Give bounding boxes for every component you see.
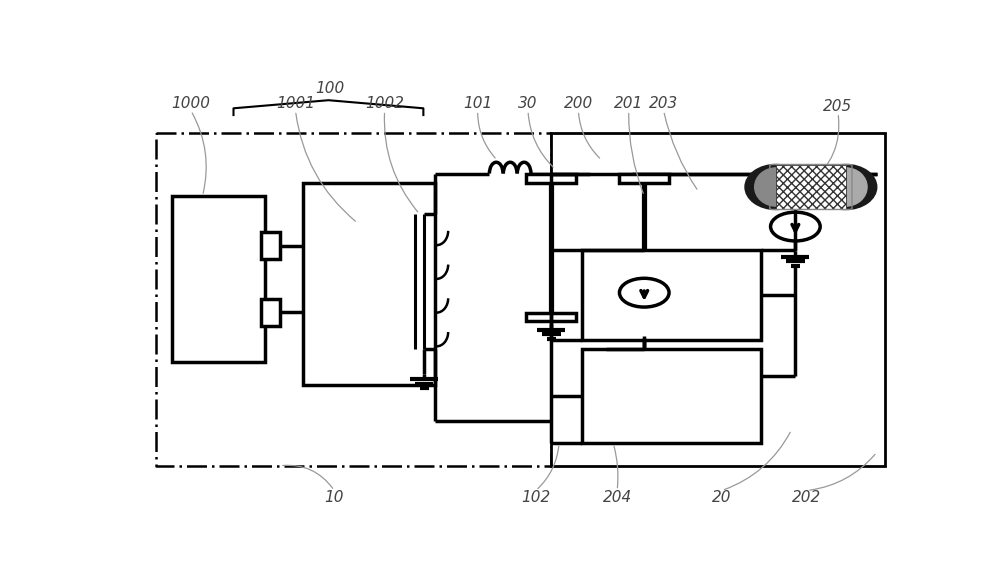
Text: 1001: 1001 [276,96,315,112]
Ellipse shape [755,168,797,206]
Text: 30: 30 [518,96,538,112]
Text: 100: 100 [316,81,345,96]
Text: 204: 204 [602,490,632,505]
Bar [619,263,669,272]
FancyBboxPatch shape [776,165,846,210]
Text: 102: 102 [521,490,550,505]
Bar [526,313,576,321]
Text: 200: 200 [564,96,593,112]
Bar [303,183,435,385]
Text: 205: 205 [823,99,853,113]
Bar [261,299,280,326]
Text: 10: 10 [324,490,344,505]
Text: 20: 20 [712,490,732,505]
Ellipse shape [745,165,807,210]
Text: 202: 202 [792,490,822,505]
Text: 1002: 1002 [365,96,404,112]
Bar [582,349,761,443]
Ellipse shape [824,168,867,206]
Bar [172,196,264,362]
Bar [582,250,761,340]
Bar [551,133,885,466]
Bar [776,165,846,210]
Bar [261,232,280,259]
Ellipse shape [815,165,877,210]
Text: 101: 101 [463,96,492,112]
Text: 203: 203 [649,96,678,112]
Text: 1000: 1000 [171,96,210,112]
Text: 201: 201 [614,96,643,112]
Bar [619,175,669,182]
Bar [526,175,576,182]
